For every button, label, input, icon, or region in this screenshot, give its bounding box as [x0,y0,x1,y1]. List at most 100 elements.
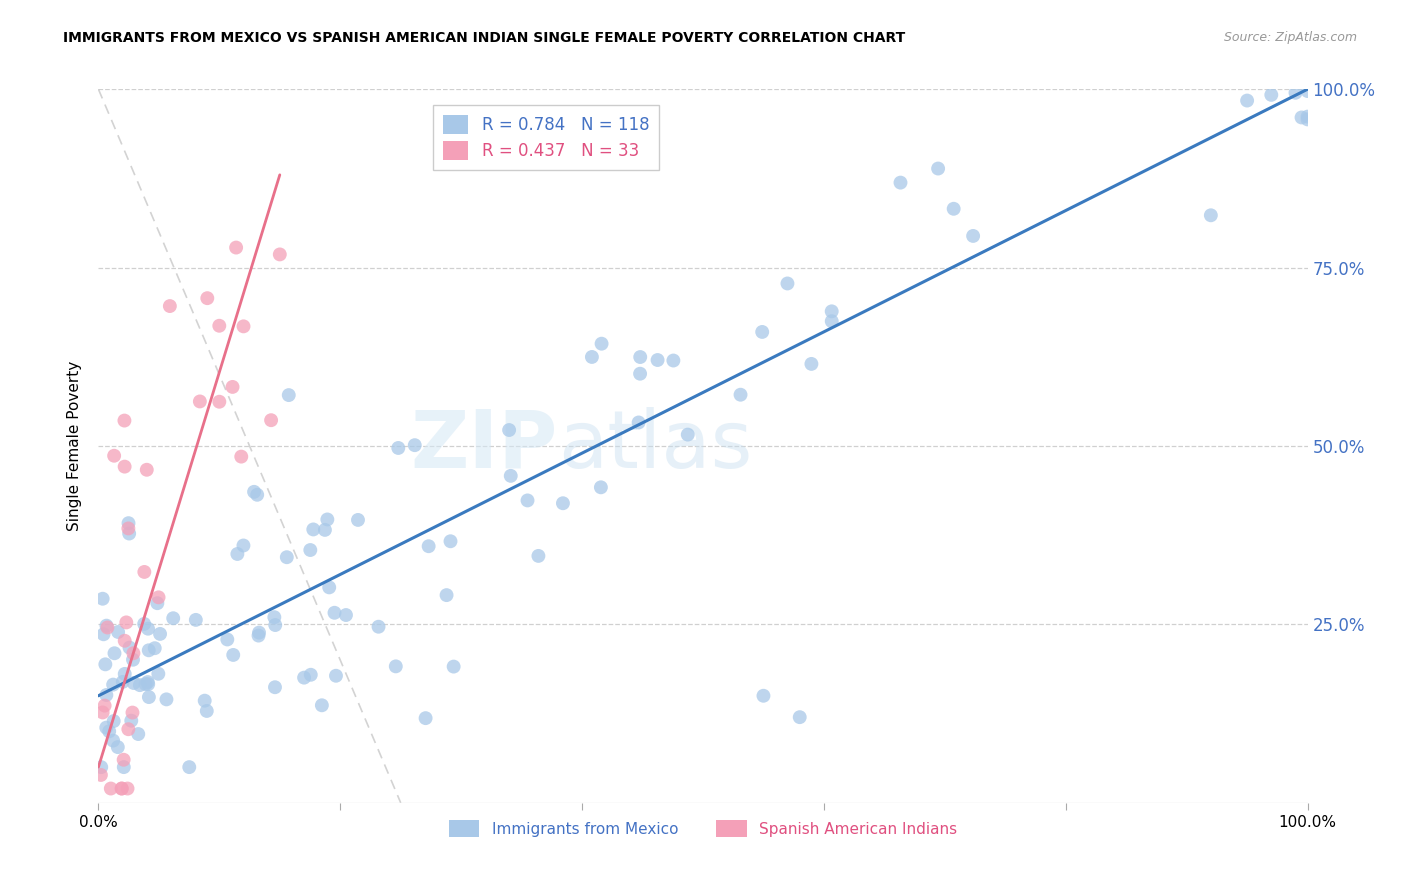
Point [247,625,270,640]
Point [134,565,156,579]
Text: ZIP: ZIP [411,407,558,485]
Point [263,610,285,624]
Point [96,618,118,632]
Point [111,781,134,796]
Point [527,549,550,563]
Point [1291,111,1313,125]
Point [264,618,287,632]
Point [499,468,522,483]
Point [120,714,142,728]
Point [647,353,669,368]
Point [136,675,159,690]
Point [112,753,135,767]
Point [101,733,124,747]
Point [232,539,254,553]
Point [114,459,136,474]
Text: IMMIGRANTS FROM MEXICO VS SPANISH AMERICAN INDIAN SINGLE FEMALE POVERTY CORRELAT: IMMIGRANTS FROM MEXICO VS SPANISH AMERIC… [63,31,905,45]
Point [96,688,118,702]
Point [122,653,145,667]
Point [1260,87,1282,102]
Point [90,760,112,774]
Point [208,394,231,409]
Point [418,539,440,553]
Point [1236,94,1258,108]
Point [96,620,118,634]
Point [96,721,118,735]
Point [111,781,134,796]
Point [752,689,775,703]
Point [94,657,117,672]
Point [335,607,357,622]
Point [299,543,322,558]
Point [115,615,138,630]
Point [122,676,145,690]
Y-axis label: Single Female Poverty: Single Female Poverty [67,361,83,531]
Point [188,394,211,409]
Point [138,690,160,704]
Point [676,427,699,442]
Point [318,580,340,594]
Point [127,727,149,741]
Point [628,350,651,364]
Point [162,611,184,625]
Text: Source: ZipAtlas.com: Source: ZipAtlas.com [1223,31,1357,45]
Point [159,299,181,313]
Point [439,534,461,549]
Point [404,438,426,452]
Point [118,640,141,655]
Point [323,606,346,620]
Point [195,704,218,718]
Point [179,760,201,774]
Point [927,161,949,176]
Point [112,760,135,774]
Point [91,706,114,720]
Point [1284,86,1306,100]
Point [232,319,254,334]
Point [117,521,139,535]
Point [581,350,603,364]
Point [821,304,844,318]
Point [128,678,150,692]
Point [118,526,141,541]
Point [93,627,115,641]
Point [117,516,139,530]
Point [117,781,139,796]
Point [628,367,651,381]
Point [730,388,752,402]
Point [134,677,156,691]
Point [516,493,538,508]
Point [136,677,159,691]
Point [436,588,458,602]
Point [225,241,247,255]
Point [114,633,136,648]
Legend: Immigrants from Mexico, Spanish American Indians: Immigrants from Mexico, Spanish American… [441,813,965,845]
Point [292,671,315,685]
Point [776,277,799,291]
Point [751,325,773,339]
Point [443,659,465,673]
Text: atlas: atlas [558,407,752,485]
Point [662,353,685,368]
Point [134,616,156,631]
Point [246,488,269,502]
Point [98,724,121,739]
Point [117,723,139,737]
Point [264,680,287,694]
Point [789,710,811,724]
Point [231,450,253,464]
Point [942,202,965,216]
Point [114,666,136,681]
Point [136,622,159,636]
Point [415,711,437,725]
Point [498,423,520,437]
Point [194,694,217,708]
Point [222,648,245,662]
Point [101,677,124,691]
Point [385,659,408,673]
Point [302,523,325,537]
Point [138,643,160,657]
Point [103,646,125,660]
Point [148,666,170,681]
Point [800,357,823,371]
Point [112,413,135,427]
